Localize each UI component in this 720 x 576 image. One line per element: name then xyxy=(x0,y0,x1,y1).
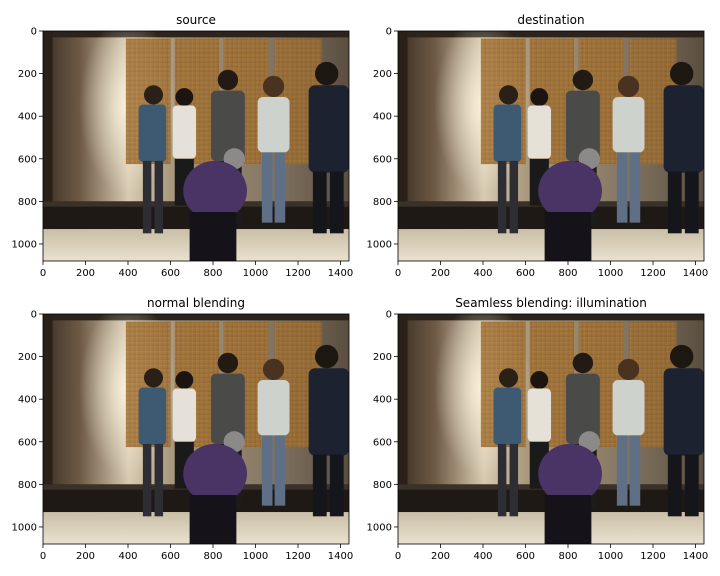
x-tick-label: 1000 xyxy=(243,551,268,562)
x-tick-label: 1000 xyxy=(598,551,623,562)
x-tick-label: 1200 xyxy=(640,268,665,279)
x-tick-label: 1400 xyxy=(328,268,353,279)
x-tick-label: 400 xyxy=(473,551,492,562)
x-tick-label: 0 xyxy=(40,551,46,562)
x-tick-label: 0 xyxy=(395,551,401,562)
panel-title: normal blending xyxy=(147,296,245,310)
y-tick-label: 0 xyxy=(31,310,37,321)
x-tick-label: 800 xyxy=(203,268,222,279)
x-tick-label: 800 xyxy=(558,551,577,562)
panel-seamless-blending: Seamless blending: illumination 0 200 400 6… xyxy=(367,296,709,562)
x-tick-label: 200 xyxy=(76,268,95,279)
y-tick-label: 1000 xyxy=(12,522,37,533)
panel-destination: destination 0 200 400 600 800 1000 1200 1400 0 20… xyxy=(367,13,709,279)
x-tick-label: 600 xyxy=(516,551,535,562)
panel-title: source xyxy=(176,13,216,27)
x-tick-label: 1200 xyxy=(285,551,310,562)
y-tick-label: 800 xyxy=(18,197,37,208)
y-tick-label: 1000 xyxy=(367,239,392,250)
x-tick-label: 1400 xyxy=(328,551,353,562)
y-tick-label: 0 xyxy=(386,27,392,38)
y-tick-label: 600 xyxy=(18,154,37,165)
x-tick-label: 200 xyxy=(431,551,450,562)
x-tick-label: 1400 xyxy=(683,551,708,562)
x-tick-label: 800 xyxy=(203,551,222,562)
y-tick-label: 0 xyxy=(31,27,37,38)
y-tick-label: 400 xyxy=(18,395,37,406)
y-tick-label: 800 xyxy=(373,197,392,208)
y-tick-label: 200 xyxy=(373,69,392,80)
x-tick-label: 600 xyxy=(161,268,180,279)
x-tick-label: 600 xyxy=(516,268,535,279)
y-tick-label: 800 xyxy=(18,480,37,491)
y-tick-label: 0 xyxy=(386,310,392,321)
y-tick-label: 800 xyxy=(373,480,392,491)
x-tick-label: 400 xyxy=(473,268,492,279)
x-tick-label: 1400 xyxy=(683,268,708,279)
panel-source: source 0 200 400 600 800 1000 1200 1400 0 200 400 6… xyxy=(12,13,354,279)
x-tick-label: 200 xyxy=(76,551,95,562)
y-tick-label: 600 xyxy=(373,437,392,448)
y-tick-label: 200 xyxy=(373,352,392,363)
panel-normal-blending: normal blending 0 200 400 600 800 1000 1200 140… xyxy=(12,296,354,562)
x-tick-label: 200 xyxy=(431,268,450,279)
x-tick-label: 1000 xyxy=(243,268,268,279)
y-tick-label: 400 xyxy=(18,112,37,123)
panel-title: destination xyxy=(517,13,584,27)
x-tick-label: 400 xyxy=(118,551,137,562)
x-tick-label: 0 xyxy=(40,268,46,279)
y-tick-label: 200 xyxy=(18,352,37,363)
y-tick-label: 400 xyxy=(373,395,392,406)
x-tick-label: 1200 xyxy=(640,551,665,562)
y-tick-label: 400 xyxy=(373,112,392,123)
panel-title: Seamless blending: illumination xyxy=(455,296,647,310)
x-tick-label: 600 xyxy=(161,551,180,562)
x-tick-label: 400 xyxy=(118,268,137,279)
x-tick-label: 0 xyxy=(395,268,401,279)
y-tick-label: 600 xyxy=(18,437,37,448)
x-tick-label: 1000 xyxy=(598,268,623,279)
x-tick-label: 1200 xyxy=(285,268,310,279)
y-tick-label: 200 xyxy=(18,69,37,80)
y-tick-label: 600 xyxy=(373,154,392,165)
y-tick-label: 1000 xyxy=(12,239,37,250)
x-tick-label: 800 xyxy=(558,268,577,279)
y-tick-label: 1000 xyxy=(367,522,392,533)
